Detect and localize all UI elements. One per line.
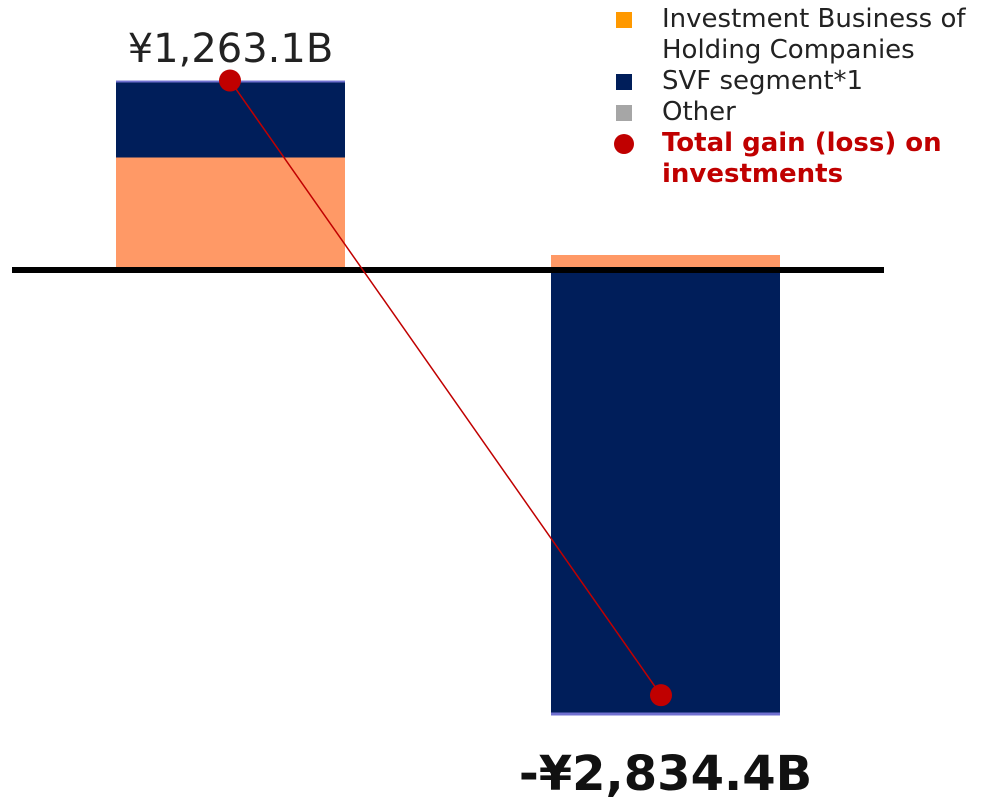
legend-label: Total gain (loss) on investments	[662, 128, 942, 189]
bar-segment	[116, 82, 345, 158]
legend-swatch	[614, 134, 634, 154]
legend-label: Other	[662, 97, 736, 127]
total-label: ¥1,263.1B	[128, 26, 334, 72]
legend-label: Investment Business of Holding Companies	[662, 4, 966, 65]
legend-item: Other	[608, 97, 1003, 128]
legend-label: SVF segment*1	[662, 66, 864, 96]
legend-item: SVF segment*1	[608, 66, 1003, 97]
total-point	[650, 684, 672, 707]
legend-swatch	[616, 74, 632, 90]
legend-item: Investment Business of Holding Companies	[608, 4, 1003, 66]
bar-segment	[116, 157, 345, 270]
total-label: -¥2,834.4B	[519, 746, 812, 799]
legend-swatch	[616, 12, 632, 28]
legend: Investment Business of Holding Companies…	[608, 4, 1003, 190]
bar-segment	[551, 712, 780, 716]
total-point	[219, 69, 241, 92]
legend-swatch	[616, 105, 632, 121]
total-line	[229, 80, 662, 696]
bar-segment	[551, 255, 780, 270]
legend-item: Total gain (loss) on investments	[608, 128, 1003, 190]
bar-segment	[551, 270, 780, 713]
